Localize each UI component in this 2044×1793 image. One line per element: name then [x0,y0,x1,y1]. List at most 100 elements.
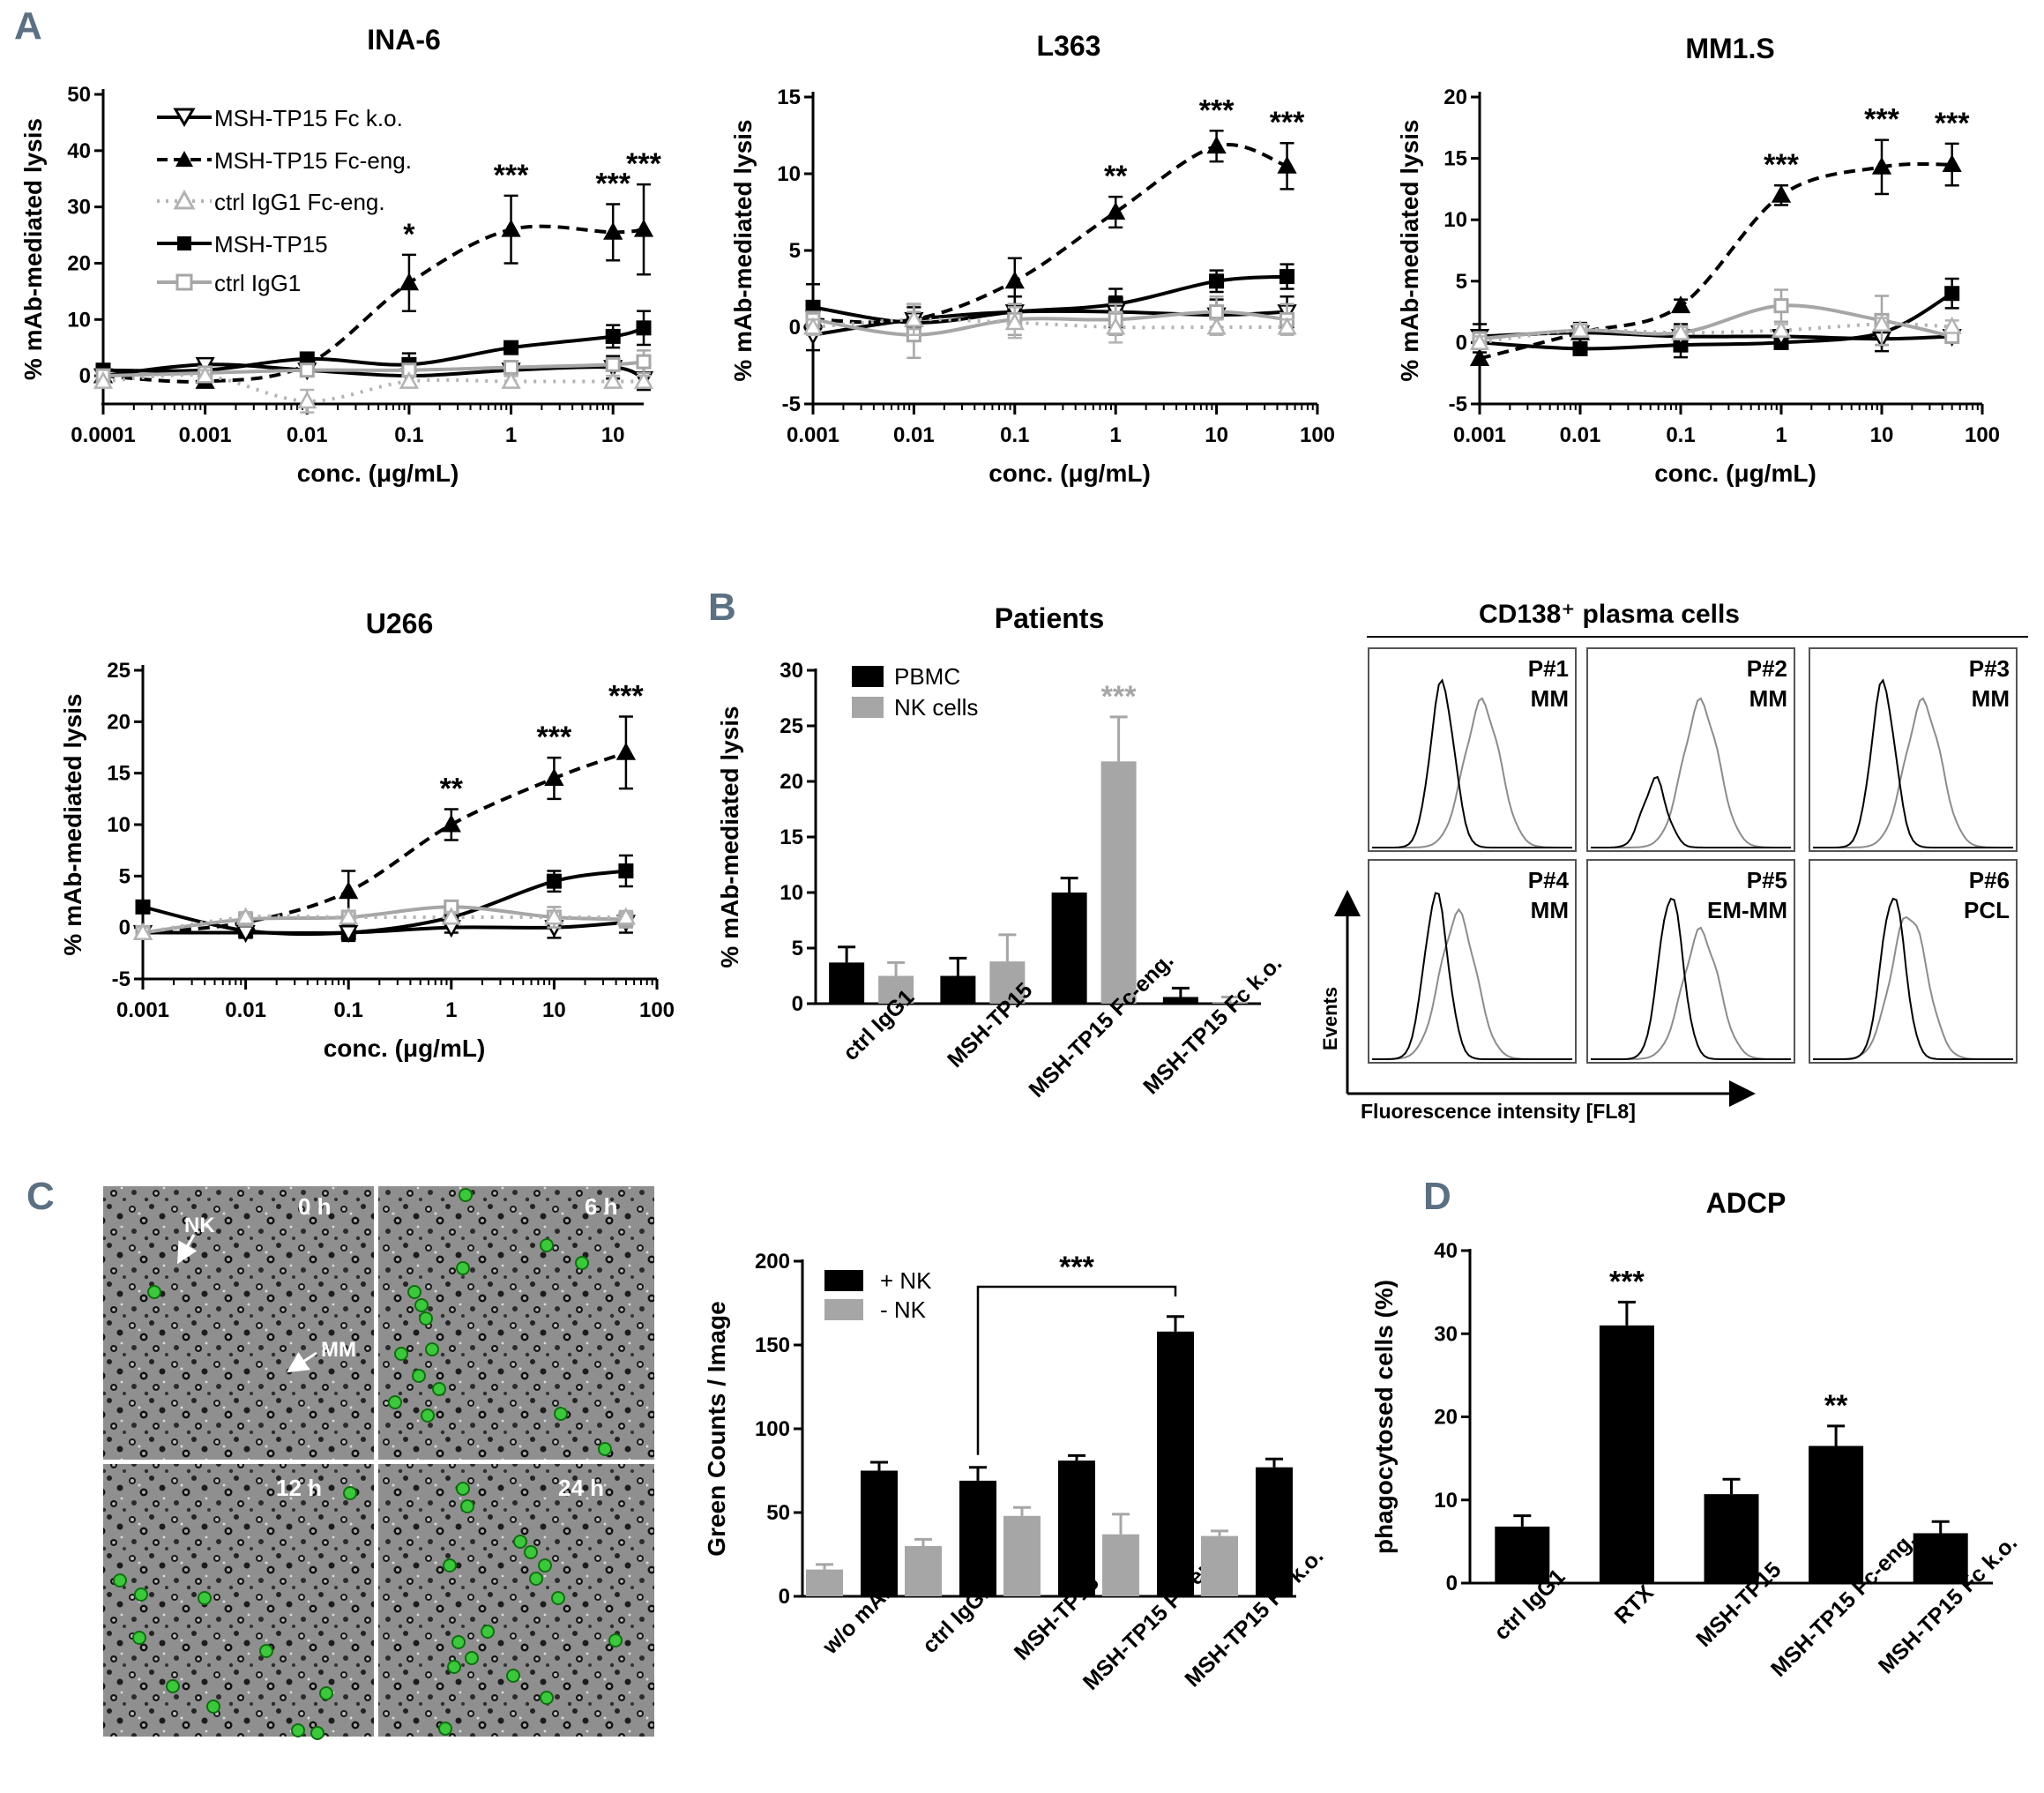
x-tick-label: 0.001 [116,998,169,1022]
green-cell [551,1591,565,1605]
point-msh [504,340,519,355]
y-tick-label: 40 [67,139,91,163]
point-ctrlfceng [1570,319,1591,338]
point-ctrl [1209,304,1225,320]
histogram-title: CD138⁺ plasma cells [1479,600,1740,629]
point-ctrlfceng [633,370,654,389]
point-msh [1279,269,1295,285]
x-tick-label: 1 [445,998,457,1022]
y-tick-label: 20 [67,251,91,275]
bar [1495,1526,1550,1583]
histogram-panel-5: P#5 EM-MM [1586,859,1795,1064]
y-tick-label: 0 [79,364,91,388]
point-msh [1209,273,1225,289]
x-tick-label: 0.01 [225,998,266,1022]
histogram-frame [1368,647,1577,852]
series-ctrlfceng [802,303,1297,344]
legend-patients: PBMC NK cells [852,663,978,721]
bar [1058,1461,1095,1596]
green-cell [481,1625,495,1639]
y-tick-label: 5 [1456,270,1467,294]
point-fceng [615,742,637,760]
green-cell [608,1633,623,1647]
point-fceng [1277,155,1297,174]
green-cell [407,1285,421,1299]
y-tick-label: 25 [107,659,131,683]
point-ctrlfceng [1277,317,1297,335]
y-tick-label: 150 [755,1334,790,1357]
category-label: RTX [1610,1580,1659,1629]
green-cells [113,1188,623,1740]
point-fceng [544,767,564,786]
point-ctrlfceng [544,907,564,925]
chart-title: Patients [995,602,1104,634]
histogram-panel-2: P#2 MM [1586,647,1795,852]
point-ctrlfceng [1871,313,1892,332]
x-tick-label: 100 [1965,423,2000,447]
point-msh [546,873,562,889]
green-cell [506,1669,520,1683]
patient-id: P#6 [1969,867,2010,893]
x-tick-label: 0.001 [1453,423,1506,447]
significance-label: *** [626,147,661,181]
green-cell [412,1369,426,1383]
histogram-frame [1586,647,1795,852]
green-cell [456,1482,470,1496]
bar [959,1480,996,1596]
patient-id: P#1 [1528,655,1569,682]
legend-item-fceng: MSH-TP15 Fc-eng. [157,147,412,174]
bar [1162,997,1198,1004]
x-tick-label: 0.001 [787,423,839,447]
bar [940,975,976,1004]
green-cell [132,1631,146,1645]
point-ctrlfceng [399,370,420,389]
green-cell [414,1298,429,1312]
y-tick-label: 10 [107,813,131,837]
legend-label-1: + NK [880,1267,932,1294]
arrow-icon [177,1234,198,1265]
significance-label: * [403,218,415,251]
legend-item-msh: MSH-TP15 [157,231,328,258]
y-tick-label: 15 [1443,147,1467,171]
x-tick-label: 10 [542,998,566,1022]
chart-mm1s: MM1.S -5 0 5 10 15 20 0.001 0.01 0.1 1 10 100 conc. (… [1396,33,2000,487]
significance-label: *** [1935,107,1970,140]
green-cell [456,1261,470,1275]
green-cell [113,1573,127,1588]
green-cell [166,1679,180,1693]
y-tick-label: 5 [789,239,801,263]
triangle-up-open-icon [173,189,196,210]
events-label: Events [1319,987,1341,1050]
y-axis-label: % mAb-mediated lysis [729,119,757,381]
green-cell [447,1660,461,1674]
bar [861,1470,898,1596]
y-tick-label: 50 [67,83,91,107]
y-tick-label: -5 [782,392,801,416]
green-cell [343,1486,357,1500]
chart-ina6: INA-6 0 10 20 30 40 50 0.0001 0.001 0.01 0.1 1 10 con… [19,24,662,487]
green-cell [388,1395,402,1409]
legend-item-fcko: MSH-TP15 Fc k.o. [157,105,403,131]
chart-l363: L363 -5 0 5 10 15 0.001 0.01 0.1 1 10 100 conc. (μg/… [729,30,1335,487]
patient-diagnosis: MM [1972,685,2010,712]
fluorescence-label: Fluorescence intensity [FL8] [1361,1100,1636,1123]
bar [806,1569,843,1596]
bar [878,975,914,1004]
significance-label: *** [1864,103,1899,137]
arrow-label-nk: NK [184,1214,215,1237]
chart-title: MM1.S [1685,33,1774,64]
legend-label-1: NK cells [894,694,978,721]
point-ctrlfceng [235,907,256,925]
green-cell [425,1342,439,1356]
point-fceng [1206,136,1227,154]
y-tick-label: 0 [1456,331,1467,355]
point-ctrlfceng [1942,316,1962,334]
x-tick-label: 10 [1870,423,1894,447]
point-ctrlfceng [1469,332,1490,350]
green-cell [319,1686,333,1700]
x-tick-label: 0.01 [1560,423,1601,447]
y-axis-label: Green Counts / Image [703,1301,730,1556]
legend-swatch-0 [824,1299,863,1320]
point-ctrl [636,354,652,370]
x-tick-label: 0.1 [394,423,423,447]
